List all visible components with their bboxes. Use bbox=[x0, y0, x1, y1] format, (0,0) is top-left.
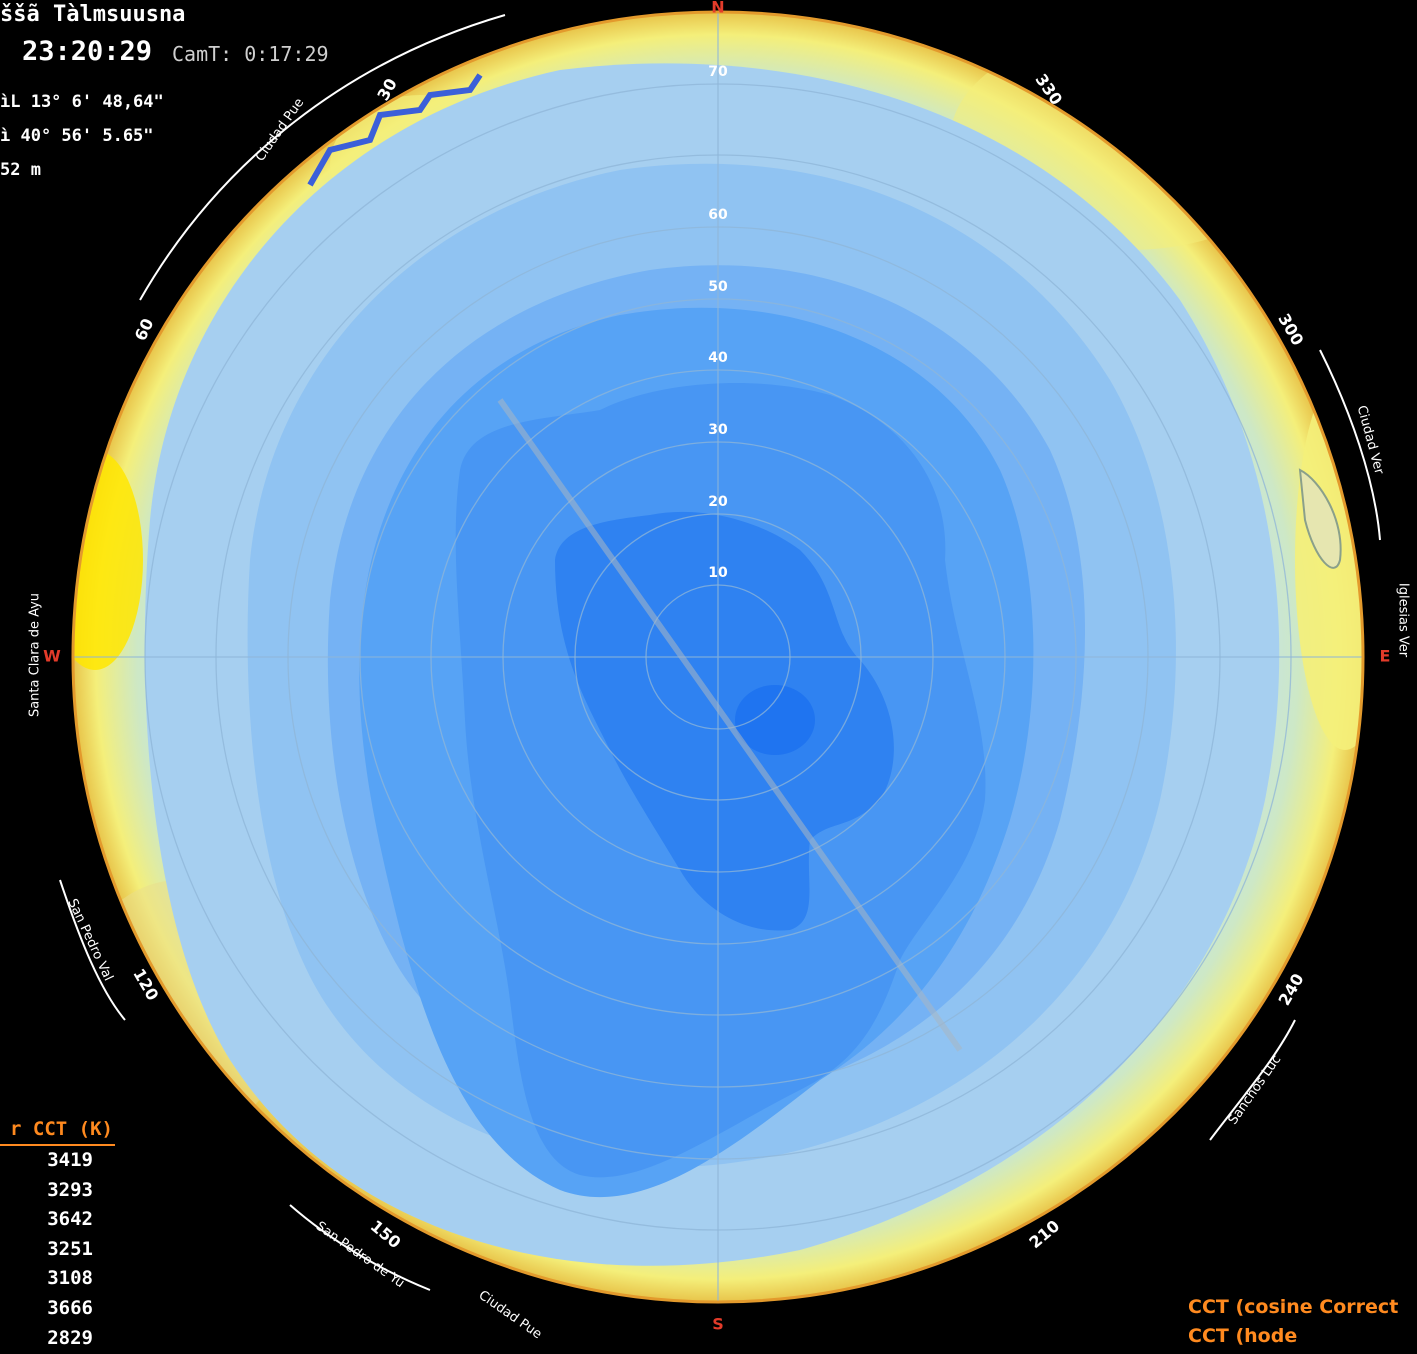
darkest-zone bbox=[735, 685, 815, 755]
cct-row: 3108 bbox=[47, 1267, 93, 1290]
camera-time: CamT: 0:17:29 bbox=[172, 42, 329, 66]
cct-table-rows: 3419 3293 3642 3251 3108 3666 2829 bbox=[0, 1146, 115, 1353]
cct-table-header: r CCT (K) bbox=[0, 1118, 115, 1146]
altitude-readout: 52 m bbox=[0, 160, 41, 180]
place-label: Iglesias Ver bbox=[1396, 583, 1411, 658]
cct-row: 3666 bbox=[47, 1296, 93, 1319]
cct-row: 3293 bbox=[47, 1178, 93, 1201]
longitude-readout: ì 40° 56' 5.65" bbox=[0, 126, 154, 146]
cardinal-label-s: S bbox=[712, 1315, 724, 1334]
horizon-ring bbox=[71, 10, 1365, 1304]
place-label: Ciudad Pue bbox=[253, 96, 307, 165]
axis-lines bbox=[73, 12, 1363, 1302]
zenith-label-20: 20 bbox=[708, 494, 728, 510]
zenith-label-10: 10 bbox=[708, 565, 728, 581]
legend-line-2: CCT (hode bbox=[1188, 1325, 1298, 1347]
zenith-label-70: 70 bbox=[708, 64, 728, 80]
cardinal-label-n: N bbox=[711, 0, 724, 17]
location-name: ššã Tàlmsuusna bbox=[0, 2, 186, 27]
place-label: Sanchos Luc bbox=[1226, 1052, 1285, 1127]
cct-row: 3642 bbox=[47, 1208, 93, 1231]
place-label: San Pedro Val bbox=[64, 897, 115, 984]
cardinal-label-e: E bbox=[1380, 647, 1391, 666]
light-dome-west bbox=[73, 450, 143, 670]
cardinal-labels: N E S W bbox=[43, 0, 1390, 1334]
zenith-label-50: 50 bbox=[708, 279, 728, 295]
zenith-label-60: 60 bbox=[708, 207, 728, 223]
zenith-labels: 70 60 50 40 30 20 10 bbox=[708, 64, 728, 581]
latitude-readout: ìL 13° 6' 48,64" bbox=[0, 92, 164, 112]
clock-time: 23:20:29 bbox=[22, 36, 153, 67]
cct-row: 3419 bbox=[47, 1149, 93, 1171]
place-label: Ciudad Pue bbox=[476, 1288, 545, 1342]
place-label: Santa Clara de Ayu bbox=[28, 593, 43, 717]
light-dome-east bbox=[1295, 370, 1363, 750]
zenith-label-30: 30 bbox=[708, 422, 728, 438]
cct-table: r CCT (K) 3419 3293 3642 3251 3108 3666 2829 bbox=[0, 1118, 115, 1353]
terrain-outline-north bbox=[307, 73, 483, 187]
ecliptic-line bbox=[497, 398, 963, 1052]
legend-line-1: CCT (cosine Correct bbox=[1188, 1296, 1399, 1318]
cct-row: 3251 bbox=[47, 1237, 93, 1260]
zenith-label-40: 40 bbox=[708, 350, 728, 366]
cct-legend: CCT (cosine Correct CCT (hode bbox=[1188, 1296, 1398, 1354]
terrain-outline-east bbox=[1298, 468, 1342, 569]
cardinal-label-w: W bbox=[43, 647, 61, 666]
horizon-arcs bbox=[59, 14, 1381, 1291]
azimuth-label-60: 60 bbox=[131, 315, 158, 343]
azimuth-label-150: 150 bbox=[367, 1216, 405, 1252]
cct-row: 2829 bbox=[47, 1326, 93, 1349]
